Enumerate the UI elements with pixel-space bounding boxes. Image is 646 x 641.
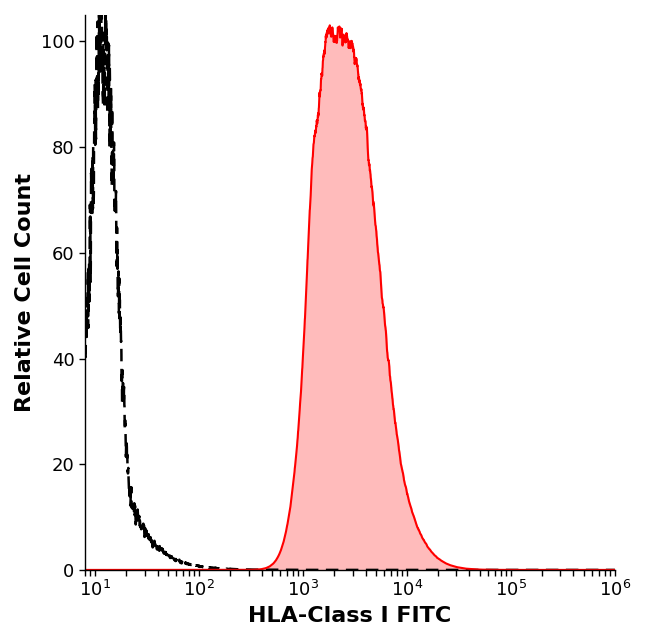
X-axis label: HLA-Class I FITC: HLA-Class I FITC <box>248 606 452 626</box>
Y-axis label: Relative Cell Count: Relative Cell Count <box>15 173 35 412</box>
